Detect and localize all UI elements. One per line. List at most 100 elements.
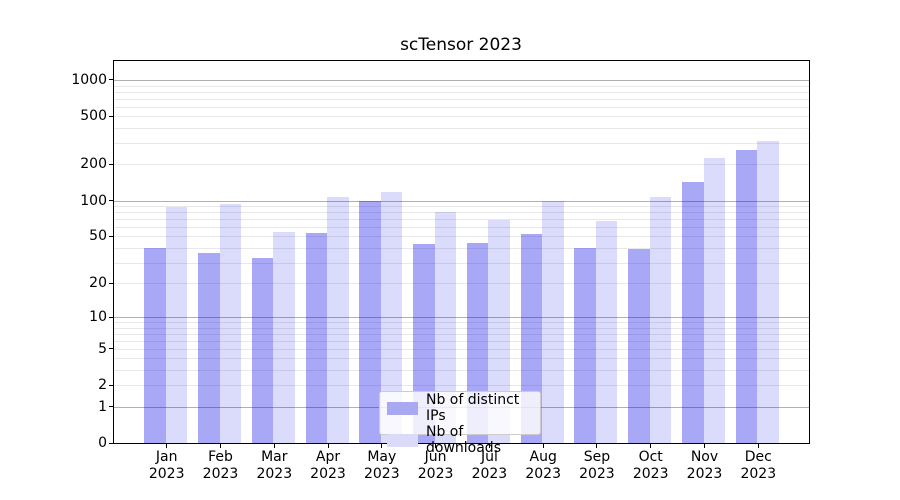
x-tick-label: Jul 2023 (471, 449, 508, 482)
bar-downloads-aug (542, 200, 564, 443)
x-tick-label: Mar 2023 (256, 449, 293, 482)
y-tick-mark (109, 348, 113, 350)
bar-downloads-jul (488, 219, 510, 443)
x-tick-label: Aug 2023 (525, 449, 561, 482)
bar-distinct-ips-aug (520, 234, 543, 443)
minor-gridline (114, 116, 809, 118)
y-tick-label: 5 (98, 340, 107, 357)
minor-gridline (114, 143, 809, 145)
bar-distinct-ips-oct (628, 249, 650, 443)
minor-gridline (114, 91, 809, 93)
minor-gridline (114, 98, 809, 100)
bar-distinct-ips-nov (682, 182, 704, 443)
minor-gridline (114, 385, 809, 387)
legend-label-distinct-ips: Nb of distinct IPs (426, 392, 520, 424)
x-tick-label: Nov 2023 (686, 449, 723, 482)
y-tick-label: 0 (98, 435, 107, 451)
bar-distinct-ips-dec (735, 149, 758, 443)
bar-distinct-ips-jan (144, 247, 166, 443)
y-tick-mark (109, 115, 113, 117)
x-tick-label: Feb 2023 (202, 449, 239, 482)
y-tick-label: 100 (80, 192, 107, 209)
bar-downloads-mar (273, 232, 295, 443)
legend-item-downloads: Nb of downloads (387, 424, 540, 456)
minor-gridline (114, 206, 809, 207)
y-tick-mark (109, 384, 113, 386)
y-tick-label: 1000 (71, 71, 107, 88)
y-tick-mark (109, 163, 113, 165)
legend-swatch-downloads (387, 433, 418, 447)
x-tick-mark (166, 444, 168, 448)
minor-gridline (114, 333, 809, 335)
y-tick-label: 200 (80, 156, 107, 173)
plot-area: Nb of distinct IPs Nb of downloads (113, 60, 810, 456)
minor-gridline (114, 106, 809, 108)
x-tick-label: Jun 2023 (417, 449, 454, 482)
minor-gridline (114, 340, 809, 342)
minor-gridline (114, 358, 809, 360)
minor-gridline (114, 247, 809, 249)
y-tick-label: 1 (98, 398, 107, 415)
minor-gridline (114, 283, 809, 284)
bar-downloads-dec (757, 141, 779, 443)
legend-label-downloads: Nb of downloads (426, 424, 501, 456)
major-gridline (114, 317, 809, 318)
y-tick-mark (109, 200, 113, 201)
x-tick-mark (220, 444, 221, 448)
minor-gridline (114, 327, 809, 329)
x-tick-mark (435, 444, 437, 448)
y-tick-label: 500 (80, 108, 107, 125)
minor-gridline (114, 164, 809, 166)
bar-downloads-jun (434, 212, 457, 443)
bar-downloads-jan (165, 207, 188, 443)
x-tick-mark (488, 444, 490, 448)
minor-gridline (114, 212, 809, 214)
x-tick-mark (650, 444, 652, 448)
bar-distinct-ips-feb (198, 253, 220, 443)
minor-gridline (114, 219, 809, 220)
bar-distinct-ips-apr (305, 233, 327, 443)
x-tick-mark (704, 444, 705, 448)
minor-gridline (114, 262, 809, 264)
minor-gridline (114, 85, 809, 87)
bar-downloads-sep (595, 221, 618, 443)
bar-distinct-ips-sep (574, 247, 596, 443)
x-tick-mark (327, 444, 329, 448)
bar-downloads-feb (219, 203, 241, 443)
y-tick-mark (109, 235, 113, 237)
chart-title: scTensor 2023 (400, 35, 522, 55)
y-tick-label: 10 (89, 309, 107, 325)
bar-downloads-nov (703, 157, 725, 443)
x-tick-mark (757, 444, 759, 448)
minor-gridline (114, 227, 809, 228)
y-tick-mark (109, 442, 113, 444)
x-tick-mark (542, 444, 544, 448)
x-tick-label: Apr 2023 (310, 449, 346, 482)
bar-downloads-oct (649, 196, 672, 443)
y-tick-label: 20 (89, 275, 107, 291)
minor-gridline (114, 236, 809, 238)
x-tick-label: Sep 2023 (579, 449, 615, 482)
x-tick-mark (273, 444, 275, 448)
bar-distinct-ips-may (359, 201, 381, 443)
y-tick-mark (109, 282, 113, 284)
y-tick-label: 50 (89, 228, 107, 245)
x-tick-label: May 2023 (363, 449, 400, 482)
x-tick-label: Oct 2023 (632, 449, 669, 482)
minor-gridline (114, 128, 809, 129)
minor-gridline (114, 348, 809, 350)
x-tick-label: Jan 2023 (148, 449, 185, 482)
legend: Nb of distinct IPs Nb of downloads (379, 391, 541, 456)
x-tick-mark (596, 444, 598, 448)
x-tick-label: Dec 2023 (740, 449, 777, 482)
y-tick-label: 2 (98, 377, 107, 394)
y-tick-mark (109, 316, 113, 318)
y-tick-mark (109, 406, 113, 408)
minor-gridline (114, 370, 809, 372)
legend-item-distinct-ips: Nb of distinct IPs (387, 392, 540, 424)
x-tick-mark (381, 444, 383, 448)
legend-swatch-distinct-ips (387, 401, 418, 415)
bar-downloads-apr (327, 197, 349, 443)
minor-gridline (114, 322, 809, 323)
